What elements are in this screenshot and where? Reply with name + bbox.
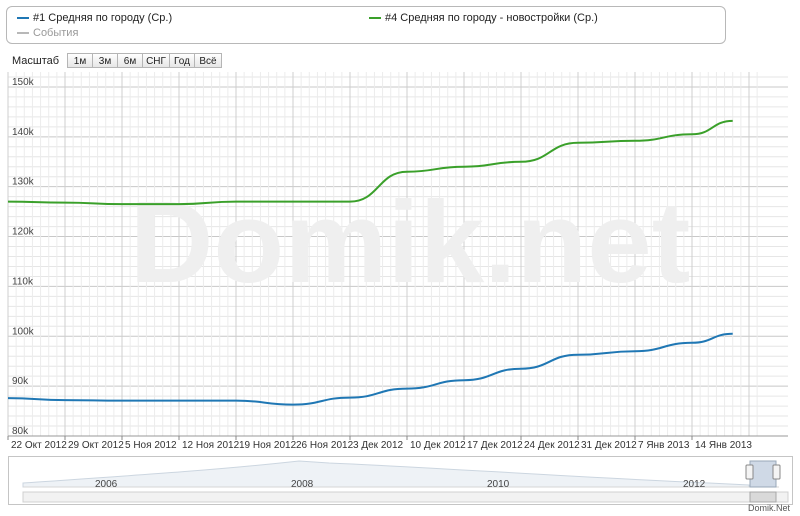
series-lines [5,118,736,408]
navigator-scroll-thumb[interactable] [749,491,777,503]
navigator-chart: 2006 2008 2010 2012 [22,460,789,503]
navigator-panel[interactable]: 2006 2008 2010 2012 [8,456,793,505]
series-4-swatch [369,17,381,20]
series-1-point[interactable] [119,398,125,404]
x-tick-label: 17 Дек 2012 [467,440,523,451]
legend-label-series-1: #1 Средняя по городу (Ср.) [33,12,173,24]
series-line-1[interactable] [7,332,733,406]
x-tick-label: 22 Окт 2012 [11,440,67,451]
zoom-ytd-button[interactable]: СНГ [142,53,170,68]
series-2-point[interactable] [176,201,182,207]
legend-label-series-4: #4 Средняя по городу - новостройки (Ср.) [385,12,598,24]
series-2-point[interactable] [730,118,736,124]
x-tick-label: 24 Дек 2012 [524,440,580,451]
y-tick-label: 130k [12,177,35,188]
series-1-point[interactable] [461,377,467,383]
legend-item-events[interactable]: События [17,27,78,40]
series-1-point[interactable] [689,340,695,346]
navigator-year-2010: 2010 [487,479,510,490]
x-tick-label: 3 Дек 2012 [353,440,404,451]
series-1-swatch [17,17,29,20]
y-tick-label: 80k [12,426,29,437]
x-tick-label: 31 Дек 2012 [581,440,637,451]
series-1-point[interactable] [730,331,736,337]
x-tick-label: 19 Ноя 2012 [239,440,297,451]
series-2-point[interactable] [5,199,11,205]
navigator-year-2006: 2006 [95,479,118,490]
series-1-point[interactable] [632,348,638,354]
x-tick-label: 5 Ноя 2012 [125,440,177,451]
credit-label: Domik.Net [747,503,790,513]
chart-legend: #1 Средняя по городу (Ср.) #4 Средняя по… [6,6,726,44]
x-tick-label: 26 Ноя 2012 [296,440,354,451]
y-tick-label: 90k [12,376,29,387]
series-1-point[interactable] [518,366,524,372]
watermark-text: Domik.net [130,177,691,307]
y-tick-label: 140k [12,127,35,138]
series-2-point[interactable] [347,199,353,205]
series-1-point[interactable] [62,397,68,403]
legend-item-series-4[interactable]: #4 Средняя по городу - новостройки (Ср.) [369,12,598,25]
navigator-year-2012: 2012 [683,479,706,490]
series-1-point[interactable] [347,395,353,401]
y-tick-label: 110k [12,276,34,287]
zoom-1m-button[interactable]: 1м [67,53,93,68]
y-tick-label: 150k [12,77,35,88]
x-tick-label: 14 Янв 2013 [695,440,752,451]
price-chart[interactable]: Domik.net 80k 90k 100k 110k 120k 130k 140k 150k… [0,72,800,454]
x-tick-label: 29 Окт 2012 [68,440,124,451]
series-2-point[interactable] [689,131,695,137]
series-1-point[interactable] [176,398,182,404]
y-tick-label: 120k [12,227,35,238]
x-tick-label: 7 Янв 2013 [638,440,690,451]
zoom-3m-button[interactable]: 3м [92,53,118,68]
series-2-point[interactable] [233,199,239,205]
series-1-point[interactable] [5,395,11,401]
series-line-2[interactable] [7,119,733,206]
zoom-1y-button[interactable]: Год [169,53,195,68]
navigator-scrollbar[interactable] [22,491,789,503]
series-2-point[interactable] [62,200,68,206]
series-2-point[interactable] [290,199,296,205]
navigator-year-2008: 2008 [291,479,314,490]
series-1-point[interactable] [290,402,296,408]
zoom-6m-button[interactable]: 6м [117,53,143,68]
series-2-point[interactable] [518,159,524,165]
series-2-point[interactable] [632,138,638,144]
chart-grid [7,72,788,437]
legend-item-series-1[interactable]: #1 Средняя по городу (Ср.) [17,12,172,25]
y-tick-label: 100k [12,326,35,337]
zoom-label: Масштаб [12,55,60,67]
series-1-point[interactable] [404,386,410,392]
events-swatch [17,32,29,35]
zoom-all-button[interactable]: Всё [194,53,222,68]
series-1-point[interactable] [575,352,581,358]
series-2-point[interactable] [461,164,467,170]
x-axis-labels: 22 Окт 2012 29 Окт 2012 5 Ноя 2012 12 Ноя 2… [7,436,752,451]
legend-label-events: События [33,27,79,39]
series-1-point[interactable] [233,398,239,404]
series-2-point[interactable] [119,201,125,207]
series-2-point[interactable] [575,140,581,146]
navigator-left-handle[interactable] [745,464,754,480]
x-tick-label: 12 Ноя 2012 [182,440,240,451]
series-2-point[interactable] [404,169,410,175]
y-axis-labels: 80k 90k 100k 110k 120k 130k 140k 150k [12,77,35,437]
x-tick-label: 10 Дек 2012 [410,440,466,451]
navigator-right-handle[interactable] [772,464,781,480]
